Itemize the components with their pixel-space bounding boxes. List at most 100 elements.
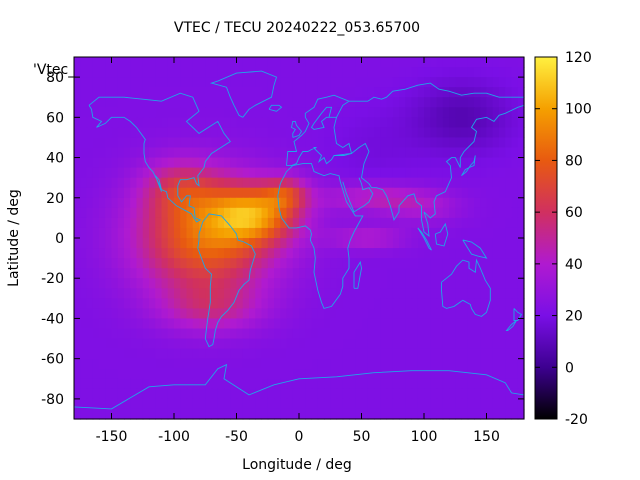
heatmap-cell: [86, 207, 94, 219]
heatmap-cell: [499, 227, 506, 239]
heatmap-cell: [136, 217, 144, 229]
heatmap-cell: [430, 117, 438, 128]
heatmap-cell: [411, 227, 419, 239]
heatmap-cell: [92, 217, 100, 229]
heatmap-cell: [292, 408, 300, 420]
heatmap-cell: [111, 107, 119, 118]
heatmap-cell: [324, 278, 331, 289]
heatmap-cell: [486, 258, 494, 269]
heatmap-cell: [374, 398, 381, 410]
heatmap-cell: [449, 378, 456, 390]
heatmap-cell: [380, 388, 388, 400]
heatmap-cell: [480, 338, 488, 350]
heatmap-cell: [180, 147, 188, 159]
heatmap-cell: [80, 207, 88, 219]
heatmap-cell: [386, 157, 394, 169]
heatmap-cell: [511, 348, 519, 360]
heatmap-cell: [299, 77, 306, 88]
heatmap-cell: [330, 388, 338, 400]
heatmap-cell: [80, 127, 88, 139]
heatmap-cell: [99, 77, 106, 88]
heatmap-cell: [467, 378, 475, 390]
heatmap-cell: [455, 378, 463, 390]
heatmap-cell: [255, 288, 263, 299]
heatmap-cell: [367, 368, 375, 380]
heatmap-cell: [511, 258, 519, 269]
heatmap-cell: [117, 147, 125, 159]
heatmap-cell: [355, 207, 363, 219]
heatmap-cell: [461, 328, 469, 340]
heatmap-cell: [261, 408, 269, 420]
heatmap-cell: [492, 127, 500, 139]
heatmap-cell: [336, 328, 344, 340]
heatmap-cell: [180, 268, 188, 279]
heatmap-cell: [180, 248, 188, 259]
heatmap-cell: [74, 368, 81, 380]
heatmap-cell: [330, 328, 338, 340]
heatmap-cell: [417, 318, 425, 330]
heatmap-cell: [405, 107, 413, 118]
heatmap-cell: [136, 77, 144, 88]
heatmap-cell: [467, 117, 475, 128]
heatmap-cell: [486, 87, 494, 98]
heatmap-cell: [99, 358, 106, 370]
heatmap-cell: [274, 57, 281, 68]
heatmap-cell: [355, 117, 363, 128]
heatmap-cell: [130, 258, 138, 269]
heatmap-cell: [361, 328, 369, 340]
heatmap-cell: [217, 167, 225, 179]
heatmap-cell: [117, 368, 125, 380]
heatmap-cell: [80, 318, 88, 330]
heatmap-cell: [480, 288, 488, 299]
heatmap-cell: [399, 167, 406, 179]
heatmap-cell: [267, 97, 275, 108]
heatmap-cell: [411, 308, 419, 320]
heatmap-cell: [461, 207, 469, 219]
heatmap-cell: [411, 157, 419, 169]
heatmap-cell: [130, 177, 138, 189]
heatmap-cell: [517, 197, 525, 209]
heatmap-cell: [242, 298, 250, 309]
heatmap-cell: [142, 67, 150, 78]
heatmap-cell: [424, 308, 431, 320]
heatmap-cell: [517, 167, 525, 179]
heatmap-cell: [117, 207, 125, 219]
heatmap-cell: [455, 338, 463, 350]
heatmap-cell: [305, 378, 313, 390]
heatmap-cell: [436, 388, 444, 400]
heatmap-cell: [324, 318, 331, 330]
heatmap-cell: [399, 328, 406, 340]
heatmap-cell: [336, 298, 344, 309]
heatmap-cell: [211, 187, 219, 199]
heatmap-cell: [92, 197, 100, 209]
heatmap-cell: [411, 318, 419, 330]
heatmap-cell: [449, 67, 456, 78]
heatmap-cell: [92, 268, 100, 279]
heatmap-cell: [480, 278, 488, 289]
heatmap-cell: [411, 217, 419, 229]
heatmap-cell: [80, 328, 88, 340]
heatmap-cell: [374, 328, 381, 340]
heatmap-cell: [342, 107, 350, 118]
heatmap-cell: [92, 368, 100, 380]
heatmap-cell: [292, 227, 300, 239]
heatmap-cell: [174, 207, 181, 219]
heatmap-cell: [242, 197, 250, 209]
heatmap-cell: [505, 338, 513, 350]
heatmap-cell: [99, 187, 106, 199]
heatmap-cell: [261, 308, 269, 320]
heatmap-cell: [311, 298, 319, 309]
heatmap-cell: [499, 388, 506, 400]
heatmap-cell: [336, 77, 344, 88]
heatmap-cell: [161, 238, 169, 249]
heatmap-cell: [386, 348, 394, 360]
heatmap-cell: [467, 338, 475, 350]
heatmap-cell: [486, 308, 494, 320]
heatmap-cell: [111, 238, 119, 249]
heatmap-cell: [449, 328, 456, 340]
colorbar: [534, 56, 558, 420]
heatmap-cell: [186, 187, 194, 199]
heatmap-cell: [111, 77, 119, 88]
colorbar-tick-label: 100: [565, 102, 592, 118]
heatmap-cell: [517, 278, 525, 289]
